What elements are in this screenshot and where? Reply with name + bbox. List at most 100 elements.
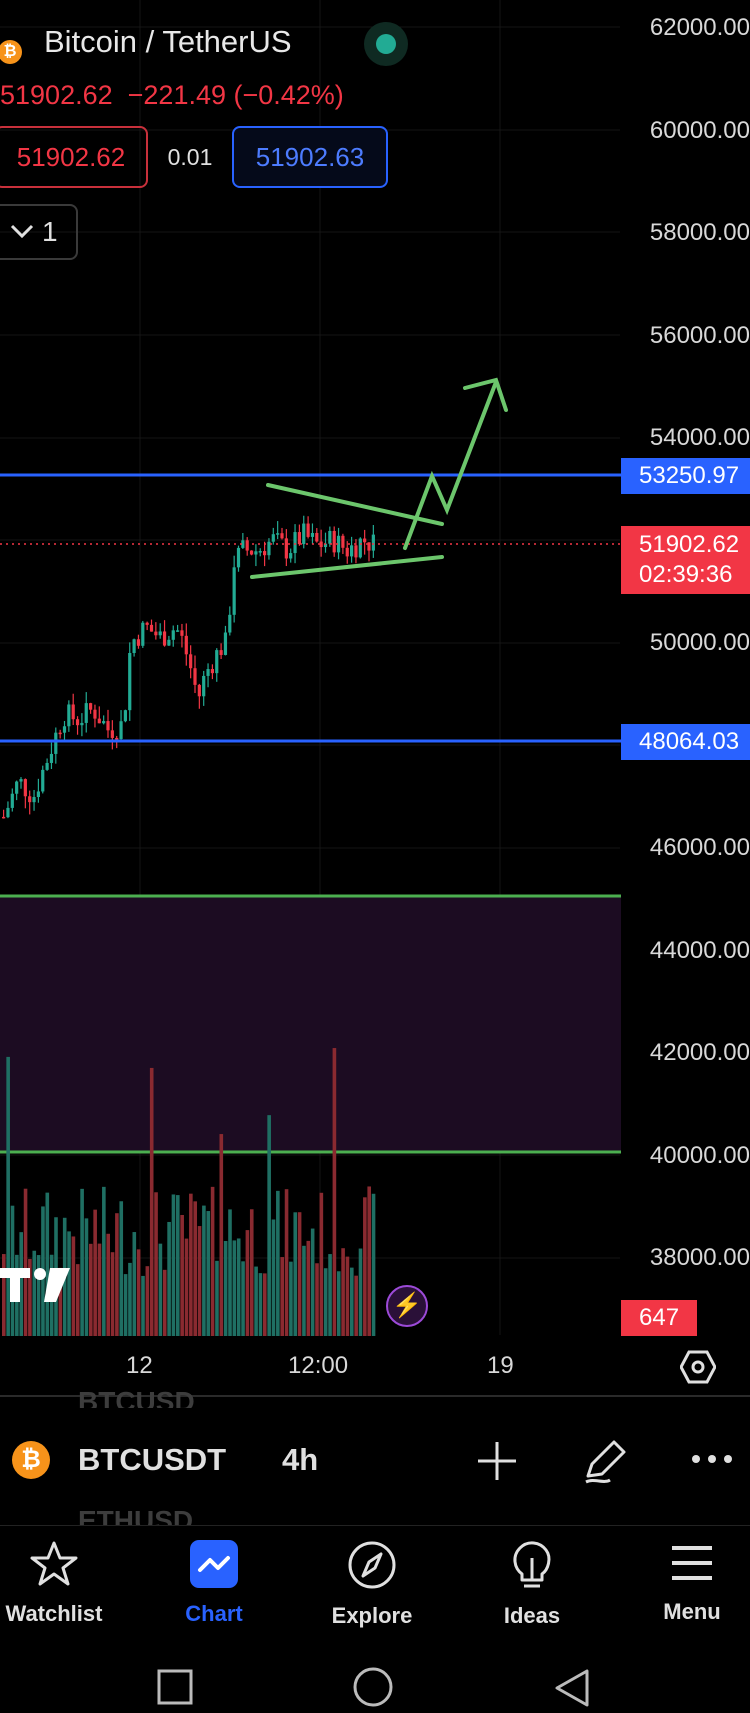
- volume-bar: [245, 1230, 250, 1336]
- candle: [141, 622, 145, 646]
- candle: [32, 797, 36, 803]
- candle: [232, 567, 236, 615]
- volume-bar: [328, 1254, 332, 1336]
- buy-button[interactable]: 51902.63: [232, 126, 388, 188]
- support-price-tag[interactable]: 48064.03: [621, 724, 750, 760]
- volume-bar: [354, 1275, 358, 1336]
- next-symbol-ghost: ETHUSD: [78, 1505, 194, 1525]
- volume-bar: [58, 1267, 63, 1336]
- volume-bar: [341, 1248, 345, 1336]
- recents-button-icon[interactable]: [156, 1668, 194, 1711]
- volume-bar: [106, 1233, 110, 1336]
- axis-label: 42000.00: [649, 1039, 750, 1066]
- volume-tag: 647: [621, 1300, 697, 1336]
- axis-label: 56000.00: [649, 322, 750, 349]
- volume-bar: [184, 1238, 189, 1336]
- volume-bar: [149, 1067, 154, 1336]
- volume-bar: [132, 1232, 137, 1336]
- candle: [241, 540, 245, 548]
- candle: [193, 668, 197, 685]
- candle: [354, 545, 358, 558]
- compass-icon: [348, 1541, 396, 1589]
- chart-icon: [190, 1540, 238, 1588]
- plus-icon[interactable]: [476, 1440, 518, 1487]
- star-icon: [30, 1541, 78, 1586]
- candle: [245, 540, 249, 551]
- candle: [254, 551, 258, 555]
- volume-bar: [332, 1048, 337, 1336]
- volume-bar: [293, 1212, 298, 1336]
- price-chart[interactable]: [0, 0, 750, 1395]
- candle: [310, 532, 315, 537]
- candle: [293, 532, 297, 554]
- candle: [319, 541, 323, 548]
- nav-label: Ideas: [503, 1603, 561, 1628]
- candle: [15, 781, 19, 794]
- candle: [289, 553, 293, 559]
- candle: [93, 709, 97, 719]
- pencil-icon[interactable]: [580, 1436, 630, 1491]
- candle: [228, 614, 232, 633]
- nav-explore[interactable]: Explore: [302, 1540, 442, 1629]
- sell-button[interactable]: 51902.62: [0, 126, 148, 188]
- back-button-icon[interactable]: [554, 1668, 590, 1713]
- volume-bar: [315, 1263, 319, 1336]
- nav-menu[interactable]: Menu: [622, 1540, 750, 1625]
- volume-bar: [97, 1243, 102, 1336]
- candle: [145, 622, 149, 625]
- chevron-down-icon: [10, 206, 34, 277]
- volume-bar: [71, 1236, 76, 1336]
- nav-ideas[interactable]: Ideas: [462, 1540, 602, 1629]
- interval-toggle[interactable]: 1: [0, 204, 78, 260]
- volume-bar: [110, 1252, 115, 1336]
- nav-chart[interactable]: Chart: [144, 1540, 284, 1627]
- volume-bar: [236, 1238, 241, 1336]
- candle: [71, 704, 75, 720]
- symbol-name[interactable]: BTCUSDT: [78, 1442, 227, 1477]
- volume-bar: [136, 1249, 141, 1336]
- last-price: 51902.62: [0, 80, 113, 110]
- candle: [149, 624, 154, 632]
- volume-bar: [128, 1262, 132, 1336]
- candle: [75, 719, 80, 726]
- volume-bar: [289, 1261, 293, 1336]
- bitcoin-icon: ₿: [12, 1441, 50, 1479]
- axis-label: 38000.00: [649, 1244, 750, 1271]
- volume-bar: [193, 1201, 197, 1336]
- candle: [367, 542, 371, 551]
- volume-bar: [89, 1243, 93, 1336]
- volume-bar: [215, 1260, 219, 1336]
- time-label: 19: [487, 1352, 514, 1379]
- volume-bar: [284, 1189, 289, 1336]
- candle: [258, 551, 262, 553]
- candle: [302, 523, 306, 545]
- timeframe-selector[interactable]: 4h: [282, 1442, 319, 1477]
- lightning-icon[interactable]: ⚡: [386, 1285, 428, 1327]
- volume-bar: [202, 1205, 206, 1336]
- candle: [363, 538, 367, 543]
- volume-bar: [23, 1188, 28, 1336]
- tradingview-logo-icon: [0, 1264, 72, 1314]
- highlight-zone: [0, 896, 621, 1152]
- candle: [10, 793, 14, 808]
- triangle-pattern-drawing[interactable]: [250, 377, 508, 579]
- symbol-title[interactable]: Bitcoin / TetherUS: [44, 24, 292, 59]
- volume-bar: [267, 1115, 271, 1336]
- volume-bar: [276, 1190, 280, 1336]
- volume-bar: [123, 1274, 128, 1336]
- candle: [128, 652, 132, 711]
- nav-divider: [0, 1525, 750, 1526]
- chart-divider: [0, 1395, 750, 1397]
- candle: [332, 530, 336, 553]
- nav-label: Explore: [331, 1603, 413, 1628]
- candle: [2, 816, 6, 819]
- more-icon[interactable]: [690, 1452, 734, 1471]
- volume-bar: [162, 1269, 167, 1336]
- resistance-price-tag[interactable]: 53250.97: [621, 458, 750, 494]
- candle: [297, 532, 301, 545]
- volume-bar: [102, 1186, 106, 1336]
- settings-hexagon-icon[interactable]: [679, 1350, 717, 1389]
- home-button-icon[interactable]: [352, 1666, 394, 1713]
- nav-watchlist[interactable]: Watchlist: [0, 1540, 124, 1627]
